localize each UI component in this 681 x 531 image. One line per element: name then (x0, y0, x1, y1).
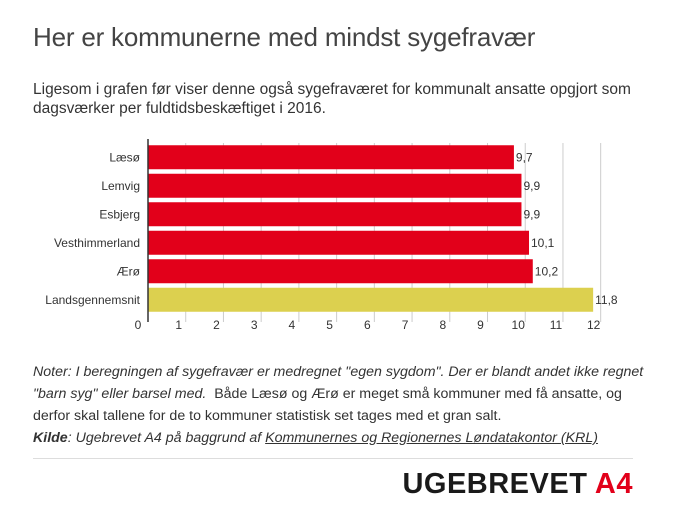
x-tick-label: 12 (587, 318, 601, 332)
notes-text-2: Både Læsø og Ærø er meget små kommuner m… (33, 386, 622, 424)
divider (33, 458, 633, 459)
x-tick-label: 3 (251, 318, 258, 332)
source-link[interactable]: Kommunernes og Regionernes Løndatakontor… (265, 430, 598, 446)
chart-subtitle: Ligesom i grafen før viser denne også sy… (33, 81, 631, 117)
value-label: 9,9 (523, 207, 540, 221)
bar (148, 173, 522, 198)
x-tick-label: 4 (289, 318, 296, 332)
value-label: 10,1 (531, 236, 555, 250)
bar-chart: Læsø 9,7 Lemvig 9,9 Esbjerg 9,9 Vesthimmerland… (45, 139, 618, 332)
bar (148, 230, 530, 255)
bar (148, 287, 594, 312)
x-tick-label: 11 (550, 318, 563, 332)
logo-main-text: UGEBREVET (402, 468, 588, 500)
x-tick-label: 0 (135, 318, 142, 332)
x-tick-label: 6 (364, 318, 371, 332)
x-tick-label: 2 (213, 318, 220, 332)
logo-accent-text: A4 (594, 468, 633, 500)
bar (148, 202, 522, 227)
category-label: Lemvig (101, 179, 140, 193)
x-tick-label: 9 (477, 318, 484, 332)
bar (148, 259, 533, 284)
x-tick-label: 10 (512, 318, 526, 332)
category-label: Ærø (117, 264, 141, 278)
chart-title: Her er kommunerne med mindst sygefravær (33, 22, 536, 52)
value-label: 9,7 (516, 150, 533, 164)
category-label: Esbjerg (99, 207, 140, 221)
value-label: 11,8 (595, 293, 618, 307)
value-label: 9,9 (523, 179, 540, 193)
x-tick-label: 7 (402, 318, 409, 332)
x-tick-label: 1 (175, 318, 182, 332)
category-label: Landsgennemsnit (45, 293, 140, 307)
notes-text-1: Noter: I beregningen af sygefravær er me… (33, 364, 644, 402)
x-tick-label: 8 (439, 318, 446, 332)
ugebrevet-logo: UGEBREVET A4 (402, 468, 633, 501)
value-label: 10,2 (535, 264, 559, 278)
x-tick-label: 5 (326, 318, 333, 332)
source-label: Kilde (33, 430, 68, 446)
category-label: Vesthimmerland (54, 236, 140, 250)
notes-block: Noter: I beregningen af sygefravær er me… (33, 361, 648, 449)
bar (148, 145, 514, 170)
source-text: : Ugebrevet A4 på baggrund af (67, 430, 266, 446)
category-label: Læsø (109, 150, 140, 164)
